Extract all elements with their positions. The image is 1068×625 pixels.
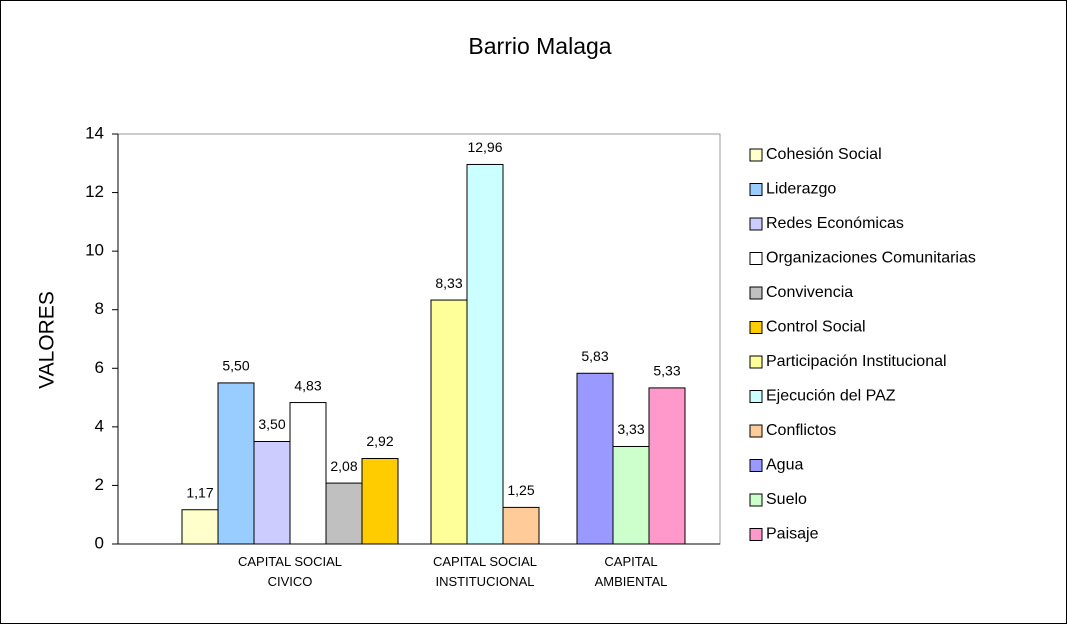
value-label: 2,92 [366,433,393,449]
legend-swatch [749,390,763,403]
legend-swatch [749,493,763,507]
x-tick-label: CAPITAL SOCIAL INSTITUCIONAL [432,554,538,589]
bar [181,509,219,545]
legend-label: Suelo [766,491,807,508]
legend-swatch [749,183,763,196]
legend-label: Cohesión Social [766,146,882,163]
y-axis-label: VALORES [36,291,59,389]
legend-label: Conflictos [766,422,836,439]
legend-swatch [749,286,763,300]
legend-swatch [749,528,763,541]
y-tick-label: 10 [85,241,104,260]
y-tick-label: 12 [85,182,104,201]
legend-label: Control Social [766,319,866,336]
bar [612,445,650,545]
x-tick-label: CAPITAL AMBIENTAL [594,554,668,589]
legend-label: Ejecución del PAZ [766,388,896,405]
y-tick-label: 0 [95,533,104,552]
bar [502,506,540,545]
value-label: 12,96 [467,139,502,155]
bar [253,441,291,545]
y-tick-label: 14 [85,123,104,142]
bar [430,299,468,545]
legend-label: Liderazgo [766,181,836,198]
value-label: 3,50 [258,416,285,432]
chart-title: Barrio Malaga [468,33,611,59]
bar [325,482,363,545]
value-label: 8,33 [435,275,462,291]
legend-swatch [749,321,763,334]
bar [217,382,255,545]
bar [466,163,504,545]
x-tick-label: CAPITAL SOCIAL CIVICO [237,554,343,589]
value-label: 4,83 [294,377,321,393]
bar [289,402,327,545]
y-tick-label: 2 [95,475,104,494]
bar [576,372,614,545]
value-label: 1,17 [186,484,213,500]
value-label: 5,33 [653,363,680,379]
bar [361,457,399,545]
legend-swatch [749,148,763,162]
legend-swatch [749,252,763,265]
legend-label: Redes Económicas [766,215,904,232]
legend-swatch [749,217,763,231]
value-label: 5,83 [581,348,608,364]
value-label: 5,50 [222,358,249,374]
value-label: 2,08 [330,458,357,474]
value-label: 1,25 [507,482,534,498]
legend-swatch [749,355,763,369]
value-label: 3,33 [617,421,644,437]
legend-label: Agua [766,457,803,474]
legend-swatch [749,424,763,438]
legend-label: Organizaciones Comunitarias [766,250,976,267]
legend-swatch [749,459,763,472]
y-tick-label: 4 [95,416,104,435]
legend-label: Participación Institucional [766,353,947,370]
legend-label: Convivencia [766,284,853,301]
y-tick-label: 8 [95,299,104,318]
bar [648,387,686,545]
legend-label: Paisaje [766,526,819,543]
y-tick-label: 6 [95,358,104,377]
